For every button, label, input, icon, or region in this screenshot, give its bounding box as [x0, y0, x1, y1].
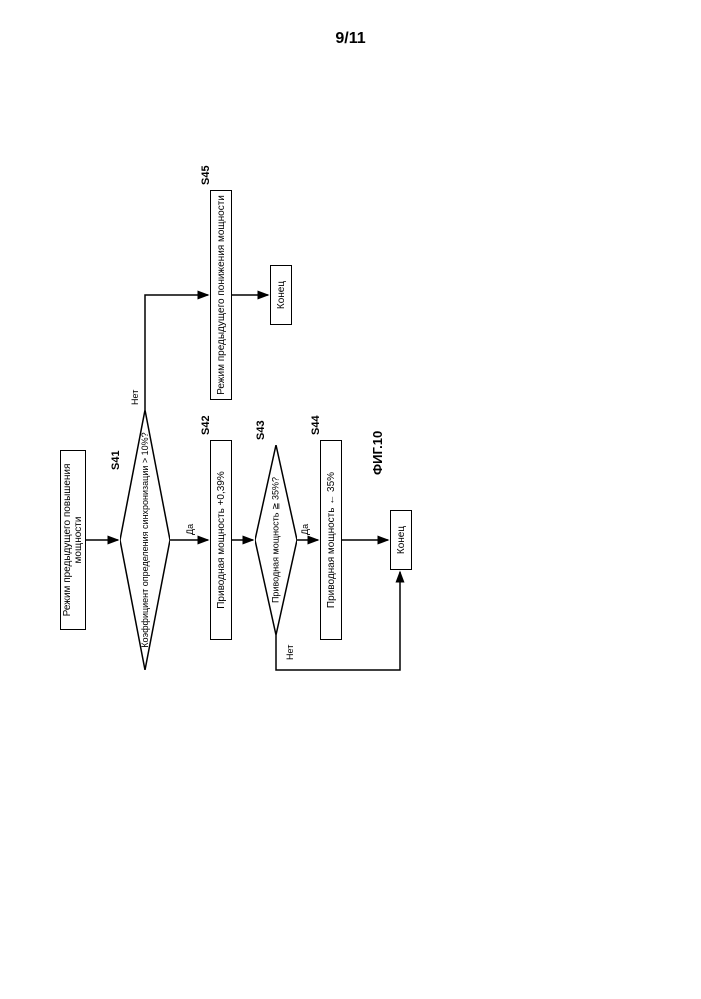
- s44-label: S44: [310, 415, 322, 435]
- s45-text: Режим предыдущего понижения мощности: [216, 195, 227, 395]
- s44-text: Приводная мощность ← 35%: [326, 472, 337, 608]
- s43-yes-label: Да: [300, 524, 310, 535]
- start-box: Режим предыдущего повышения мощности: [60, 450, 86, 630]
- s41-yes-label: Да: [185, 524, 195, 535]
- page-number: 9/11: [335, 30, 365, 48]
- s42-text: Приводная мощность +0,39%: [216, 471, 227, 609]
- s41-text: Коэффициент определения синхронизации > …: [140, 410, 150, 670]
- end2-text: Конец: [276, 281, 287, 309]
- end-box-1: Конец: [390, 510, 412, 570]
- process-s44: Приводная мощность ← 35%: [320, 440, 342, 640]
- s45-label: S45: [200, 165, 212, 185]
- process-s42: Приводная мощность +0,39%: [210, 440, 232, 640]
- flowchart-container: Режим предыдущего повышения мощности Коэ…: [60, 270, 620, 730]
- process-s45: Режим предыдущего понижения мощности: [210, 190, 232, 400]
- start-text: Режим предыдущего повышения мощности: [62, 455, 84, 625]
- decision-s43: Приводная мощность ≧ 35%?: [255, 445, 297, 635]
- s43-text: Приводная мощность ≧ 35%?: [271, 445, 282, 635]
- s41-no-label: Нет: [130, 390, 140, 405]
- figure-label: ФИГ.10: [370, 431, 385, 475]
- end-box-2: Конец: [270, 265, 292, 325]
- decision-s41: Коэффициент определения синхронизации > …: [120, 410, 170, 670]
- s43-label: S43: [255, 420, 267, 440]
- s41-label: S41: [110, 450, 122, 470]
- end1-text: Конец: [396, 526, 407, 554]
- s43-no-label: Нет: [285, 645, 295, 660]
- s42-label: S42: [200, 415, 212, 435]
